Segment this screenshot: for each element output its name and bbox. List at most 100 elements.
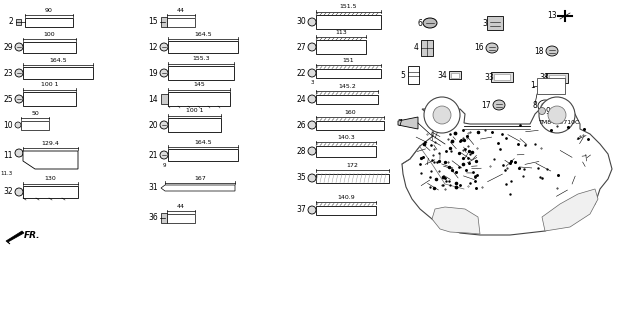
- Bar: [421, 40, 433, 56]
- Circle shape: [160, 121, 168, 129]
- Bar: [549, 75, 565, 81]
- Text: 13: 13: [547, 11, 557, 20]
- Text: 2: 2: [8, 18, 13, 26]
- Text: 172: 172: [347, 163, 358, 168]
- Text: 3: 3: [482, 19, 487, 27]
- Text: 33: 33: [484, 72, 494, 81]
- Bar: [408, 66, 419, 84]
- Text: 50: 50: [31, 111, 39, 116]
- Circle shape: [308, 206, 316, 214]
- Ellipse shape: [538, 100, 552, 112]
- Text: 8: 8: [532, 101, 537, 110]
- Text: 22: 22: [296, 69, 306, 78]
- Text: 100: 100: [44, 32, 55, 37]
- Text: 21: 21: [148, 151, 158, 160]
- Bar: [316, 69, 381, 78]
- Text: 145: 145: [193, 83, 205, 87]
- Text: FR.: FR.: [24, 231, 40, 240]
- Circle shape: [308, 18, 316, 26]
- Polygon shape: [23, 151, 78, 169]
- Ellipse shape: [423, 18, 437, 28]
- Bar: [161, 94, 168, 104]
- Text: 20: 20: [148, 121, 158, 130]
- Bar: [316, 205, 376, 214]
- Bar: [487, 16, 503, 30]
- Bar: [16, 19, 21, 25]
- Text: 14: 14: [148, 94, 158, 103]
- Bar: [161, 213, 167, 223]
- Circle shape: [308, 69, 316, 77]
- Text: 90: 90: [45, 8, 53, 13]
- Text: 140.9: 140.9: [337, 195, 355, 200]
- Text: 160: 160: [344, 110, 356, 115]
- Text: 3: 3: [311, 79, 314, 85]
- Bar: [316, 15, 381, 29]
- Circle shape: [160, 69, 168, 77]
- Bar: [21, 121, 49, 130]
- Circle shape: [538, 108, 545, 115]
- Text: 15: 15: [148, 18, 158, 26]
- Circle shape: [308, 43, 316, 51]
- Text: 5: 5: [400, 70, 405, 79]
- Text: 167: 167: [194, 175, 206, 181]
- Text: 100 1: 100 1: [41, 83, 58, 87]
- Text: 11.3: 11.3: [1, 171, 13, 176]
- Text: 113: 113: [335, 29, 347, 34]
- Text: 37: 37: [296, 205, 306, 214]
- Text: 100 1: 100 1: [186, 108, 204, 114]
- Text: 12: 12: [148, 42, 158, 51]
- Text: 23: 23: [3, 69, 13, 78]
- Text: 164.5: 164.5: [194, 139, 212, 145]
- Bar: [167, 213, 195, 222]
- Bar: [161, 17, 167, 27]
- Text: 129.4: 129.4: [42, 141, 60, 146]
- Text: 44: 44: [177, 204, 185, 209]
- Text: 16: 16: [474, 43, 484, 53]
- Text: 151.5: 151.5: [340, 4, 357, 10]
- Bar: [168, 118, 221, 132]
- Polygon shape: [161, 185, 235, 191]
- Circle shape: [539, 97, 575, 133]
- Bar: [449, 71, 461, 79]
- Text: 38: 38: [540, 73, 549, 83]
- Text: 34: 34: [437, 70, 447, 79]
- Circle shape: [308, 147, 316, 155]
- Ellipse shape: [486, 43, 498, 53]
- Text: 32: 32: [3, 188, 13, 197]
- Bar: [168, 92, 230, 106]
- Circle shape: [15, 122, 21, 128]
- Bar: [23, 41, 76, 53]
- Bar: [316, 145, 376, 157]
- Bar: [168, 41, 238, 53]
- Polygon shape: [6, 231, 24, 244]
- Text: 164.5: 164.5: [194, 32, 212, 36]
- Bar: [316, 121, 384, 130]
- Bar: [168, 66, 234, 80]
- Bar: [316, 174, 389, 182]
- Text: 26: 26: [296, 121, 306, 130]
- Text: 151: 151: [342, 58, 355, 63]
- Text: 18: 18: [534, 47, 544, 56]
- Bar: [23, 92, 76, 106]
- Text: 130: 130: [45, 176, 56, 182]
- Ellipse shape: [541, 102, 549, 109]
- Text: 17: 17: [481, 100, 491, 109]
- Polygon shape: [432, 207, 480, 234]
- Circle shape: [433, 106, 451, 124]
- Text: 10: 10: [3, 121, 13, 130]
- Text: 140.3: 140.3: [337, 135, 355, 140]
- Bar: [23, 67, 93, 79]
- Bar: [491, 72, 513, 82]
- Bar: [451, 72, 459, 78]
- Circle shape: [15, 43, 23, 51]
- Circle shape: [15, 149, 23, 157]
- Bar: [546, 73, 568, 83]
- Bar: [167, 18, 195, 26]
- Text: 28: 28: [296, 146, 306, 155]
- Text: 6: 6: [417, 19, 422, 27]
- Circle shape: [160, 43, 168, 51]
- Bar: [316, 94, 378, 103]
- Bar: [537, 78, 565, 94]
- Text: 44: 44: [177, 8, 185, 13]
- Bar: [316, 40, 366, 54]
